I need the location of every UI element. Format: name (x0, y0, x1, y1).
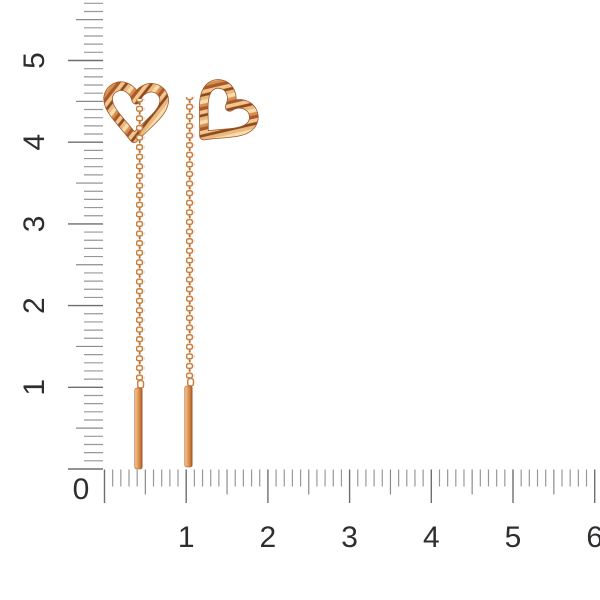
vertical-ruler: 1 2 3 4 5 (18, 2, 103, 470)
h-ruler-label: 5 (505, 521, 522, 554)
v-ruler-label: 4 (18, 134, 51, 151)
right-heart-pendant (199, 79, 259, 141)
v-ruler-label: 1 (18, 379, 51, 396)
right-chain (186, 97, 195, 380)
left-chain-end-link (136, 379, 145, 389)
h-ruler-label: 6 (586, 521, 600, 554)
h-ruler-label: 2 (260, 521, 277, 554)
h-ruler-label: 3 (341, 521, 358, 554)
left-heart-pendant (103, 81, 169, 143)
right-chain-end-link (186, 377, 195, 387)
h-ruler-label: 4 (423, 521, 440, 554)
left-drop-bar (134, 387, 143, 470)
left-chain (136, 99, 145, 382)
v-ruler-label: 5 (18, 52, 51, 69)
heart-faceted-surface (104, 82, 169, 143)
ruler-corner-zero-label: 0 (73, 473, 90, 506)
horizontal-ruler: 1 2 3 4 5 6 (103, 469, 600, 554)
heart-faceted-surface (199, 79, 258, 140)
left-earring-image (103, 81, 169, 470)
right-earring-image (184, 79, 259, 468)
v-ruler-label: 3 (18, 216, 51, 233)
h-ruler-label: 1 (178, 521, 195, 554)
right-drop-bar (184, 385, 193, 468)
v-ruler-label: 2 (18, 297, 51, 314)
